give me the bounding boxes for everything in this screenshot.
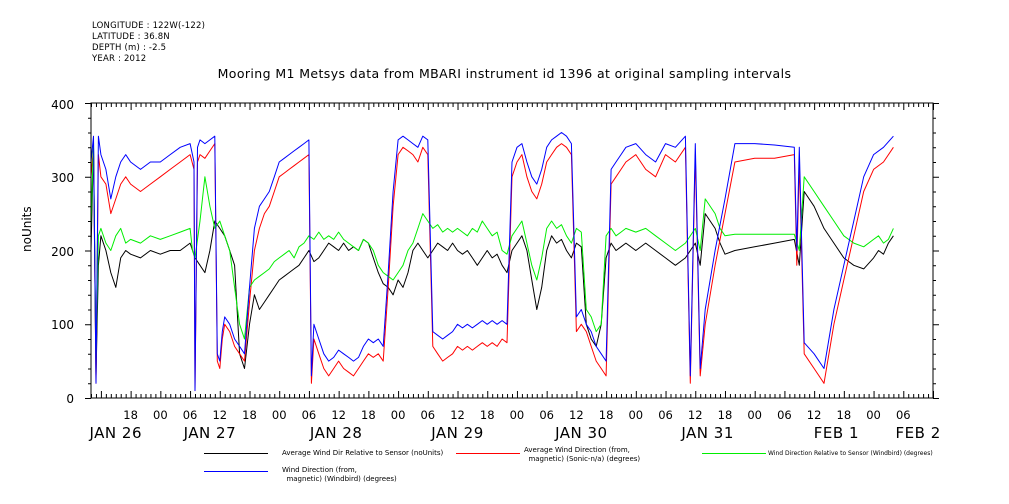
y-tick-label-400: 400	[51, 98, 74, 112]
y-tick-label-100: 100	[51, 318, 74, 332]
x-hour-tick-label: 06	[539, 408, 554, 422]
year-label: YEAR : 2012	[92, 54, 147, 64]
x-day-label: JAN 27	[183, 424, 237, 442]
x-day-label: JAN 29	[431, 424, 484, 442]
x-day-label: JAN 28	[309, 424, 363, 442]
x-hour-tick-label: 18	[361, 408, 376, 422]
metadata-block: LONGITUDE : 122W(-122) LATITUDE : 36.8N …	[92, 21, 205, 65]
latitude-label: LATITUDE : 36.8N	[92, 32, 170, 42]
x-hour-tick-label: 12	[687, 408, 703, 422]
series-line-3	[90, 139, 894, 362]
series-layer	[90, 132, 894, 392]
legend-swatch-red	[456, 453, 520, 454]
x-hour-tick-label: 18	[123, 408, 138, 422]
series-line-1	[90, 146, 894, 377]
depth-label: DEPTH (m) : -2.5	[92, 43, 167, 53]
x-hour-tick-label: 00	[509, 408, 525, 422]
x-hour-tick-label: 18	[836, 408, 852, 422]
x-hour-tick-label: 06	[301, 408, 317, 422]
x-hour-tick-label: 18	[717, 408, 733, 422]
x-hour-tick-label: 12	[806, 408, 822, 422]
x-hour-tick-label: 00	[628, 408, 644, 422]
x-hour-tick-label: 18	[479, 408, 495, 422]
x-hour-tick-label: 18	[242, 408, 257, 422]
legend-entry-4: Wind Direction (from, magnetic) (Windbir…	[282, 466, 397, 483]
x-day-label: JAN 31	[681, 424, 734, 442]
x-day-label: JAN 30	[555, 424, 608, 442]
series-line-2	[90, 143, 894, 392]
x-hour-tick-label: 00	[866, 408, 881, 422]
y-tick-label-300: 300	[51, 171, 74, 185]
x-hour-tick-label: 12	[569, 408, 584, 422]
x-day-label: FEB 1	[813, 424, 860, 442]
legend-entry-3: Wind Direction Relative to Sensor (Windb…	[768, 450, 933, 457]
legend-entry-1: Average Wind Dir Relative to Sensor (noU…	[282, 449, 444, 457]
x-hour-tick-label: 00	[153, 408, 168, 422]
y-tick-label-0: 0	[66, 392, 74, 406]
x-hour-tick-label: 06	[182, 408, 198, 422]
legend-entry-2: Average Wind Direction (from, magnetic) …	[524, 446, 641, 463]
x-hour-tick-label: 06	[420, 408, 436, 422]
x-hour-tick-label: 00	[271, 408, 287, 422]
x-hour-tick-label: 00	[747, 408, 763, 422]
x-day-label: FEB 2	[895, 424, 941, 442]
legend-swatch-blue	[204, 471, 268, 472]
x-hour-tick-label: 12	[331, 408, 346, 422]
x-day-label: JAN 26	[89, 424, 142, 442]
plot-frame	[90, 102, 934, 399]
series-line-4	[90, 132, 894, 392]
x-hour-tick-label: 18	[598, 408, 614, 422]
x-hour-tick-label: 06	[658, 408, 673, 422]
x-hour-tick-label: 00	[390, 408, 406, 422]
axis-ticks	[85, 103, 939, 399]
x-hour-tick-label: 06	[895, 408, 911, 422]
y-tick-label-200: 200	[51, 245, 74, 259]
longitude-label: LONGITUDE : 122W(-122)	[92, 21, 206, 31]
chart-title: Mooring M1 Metsys data from MBARI instru…	[217, 66, 792, 81]
x-hour-tick-label: 12	[212, 408, 228, 422]
legend-swatch-green	[702, 453, 766, 454]
x-hour-tick-label: 06	[777, 408, 792, 422]
legend-swatch-black	[204, 453, 268, 454]
x-hour-tick-label: 12	[450, 408, 465, 422]
